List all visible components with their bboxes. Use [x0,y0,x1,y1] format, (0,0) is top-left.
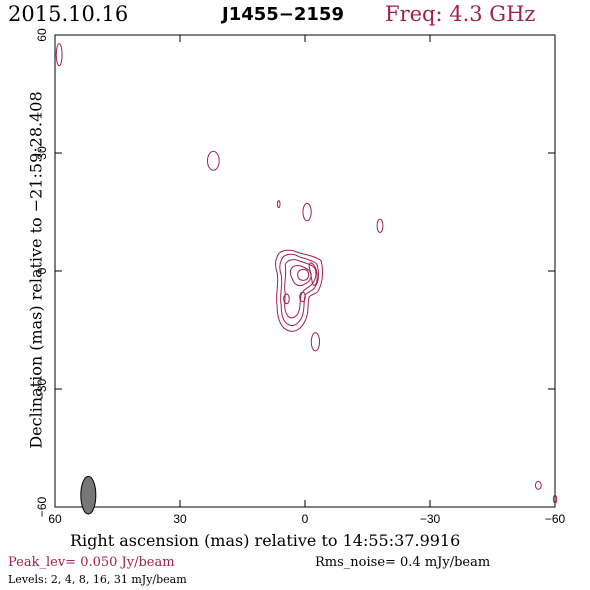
frequency-label: Freq: 4.3 GHz [385,2,536,26]
y-tick-label: −60 [35,496,49,517]
contour-core-level-4 [289,265,312,287]
plot-frame [54,34,556,508]
peak-level: Peak_lev= 0.050 Jy/beam [8,555,175,570]
contour-island [310,332,321,352]
contour-island [552,494,558,504]
observation-date: 2015.10.16 [8,2,129,26]
contour-core-level-8 [308,262,318,286]
y-tick-label: −30 [35,378,49,399]
contour-island [302,202,312,222]
contour-island [277,200,281,209]
contour-island [534,480,542,490]
axis-ticks: 60 30 0 −30 −60 −60 −30 0 30 60 [35,28,565,526]
beam-layer [80,475,97,515]
x-axis-label: Right ascension (mas) relative to 14:55:… [70,531,461,550]
contour-island [55,43,63,67]
y-axis-label: Declination (mas) relative to −21:59:28.… [26,91,46,449]
contour-levels: Levels: 2, 4, 8, 16, 31 mJy/beam [8,573,187,586]
x-tick-label: −30 [420,512,441,526]
contour-core-level-3 [284,259,317,319]
contour-core-level-6 [283,293,290,305]
contour-layer [55,43,558,504]
x-tick-label: 30 [173,512,187,526]
x-tick-label: 0 [302,512,309,526]
rms-noise: Rms_noise= 0.4 mJy/beam [315,555,491,570]
contour-island [207,150,220,171]
contour-island [376,218,384,233]
y-tick-label: 30 [35,146,49,160]
contour-core-level-1 [275,249,323,332]
contour-core-level-7 [299,291,306,303]
y-tick-label: 60 [35,28,49,42]
x-tick-label: 60 [48,512,62,526]
contour-core-level-5 [297,268,310,281]
x-tick-label: −60 [545,512,566,526]
source-name: J1455−2159 [222,4,344,25]
y-tick-label: 0 [35,267,49,274]
beam-ellipse [80,475,97,515]
contour-core-level-2 [279,253,319,327]
